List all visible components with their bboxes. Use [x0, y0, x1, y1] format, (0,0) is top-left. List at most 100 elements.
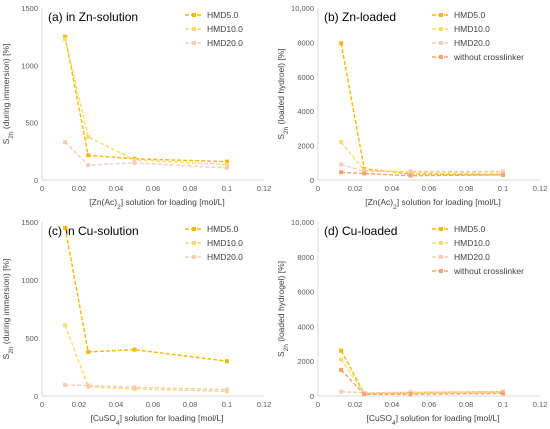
legend-label: HMD5.0: [454, 224, 485, 234]
y-axis-label: S2h (loaded hydroel) [%]: [276, 48, 290, 139]
y-tick-label: 1000: [21, 61, 38, 70]
x-axis-label: [Zn(Ac)2] solution for loading [mol/L]: [89, 197, 224, 211]
data-point: [339, 367, 344, 372]
series-line: [64, 36, 228, 163]
panel-title: (a) in Zn-solution: [48, 10, 138, 24]
chart-panel-2: 0 0.02 0.04 0.06 0.08 0.1 0.12 0 2000 4000 6000 800…: [276, 4, 547, 211]
x-tick-label: 0.06: [422, 400, 437, 409]
x-tick-label: 0.08: [459, 400, 474, 409]
x-tick-label: 0.12: [257, 400, 272, 409]
legend-label: HMD20.0: [454, 38, 490, 48]
y-tick-label: 2000: [297, 142, 314, 151]
legend-label: HMD10.0: [454, 238, 490, 248]
data-point: [225, 162, 229, 167]
x-tick-label: 0.08: [459, 184, 474, 193]
series-hmd5-0: [339, 348, 505, 396]
x-axis-label: [Zn(Ac)2] solution for loading [mol/L]: [365, 197, 500, 211]
x-tick-label: 0.02: [72, 400, 87, 409]
data-point: [339, 170, 344, 175]
legend-label: HMD5.0: [207, 10, 238, 20]
legend: HMD5.0 HMD10.0 HMD20.0 without crosslinker: [432, 10, 524, 62]
data-point: [225, 359, 229, 364]
legend-marker: [439, 41, 443, 45]
x-axis-label: [CuSO4] solution for loading [mol/L]: [366, 413, 499, 427]
data-point: [86, 383, 91, 388]
legend-label: HMD5.0: [207, 224, 238, 234]
x-tick-label: 0.12: [533, 184, 548, 193]
legend-label: HMD10.0: [207, 238, 243, 248]
y-tick-label: 8000: [297, 38, 314, 47]
y-tick-label: 1000: [21, 276, 38, 285]
x-tick-label: 0.06: [422, 184, 437, 193]
legend: HMD5.0 HMD10.0 HMD20.0 without crosslinker: [432, 224, 524, 276]
y-tick-label: 4000: [297, 322, 314, 331]
series-without-crosslinker: [339, 367, 505, 397]
x-tick-label: 0: [316, 400, 320, 409]
data-point: [225, 165, 229, 170]
x-tick-label: 0.08: [183, 184, 198, 193]
y-axis-label: S2h (loaded hydrogel) [%]: [276, 261, 290, 357]
data-point: [339, 140, 344, 145]
legend-label: without crosslinker: [453, 266, 524, 276]
data-point: [132, 347, 137, 352]
y-tick-label: 8000: [297, 253, 314, 262]
data-point: [408, 392, 413, 397]
x-tick-label: 0.12: [257, 184, 272, 193]
x-tick-label: 0.04: [385, 400, 400, 409]
series-hmd5-0: [63, 225, 229, 364]
legend-label: HMD5.0: [454, 10, 485, 20]
x-tick-label: 0.04: [109, 184, 124, 193]
y-tick-label: 2000: [297, 357, 314, 366]
chart-panel-1: 0 0.02 0.04 0.06 0.08 0.1 0.12 0 500 1000 1500 (a) …: [1, 4, 271, 211]
data-point: [501, 169, 505, 174]
data-point: [132, 157, 137, 162]
data-point: [225, 387, 229, 392]
legend-marker: [192, 227, 196, 231]
data-point: [86, 163, 91, 168]
data-point: [339, 162, 344, 167]
legend-marker: [439, 55, 443, 59]
x-tick-label: 0.1: [222, 400, 232, 409]
x-tick-label: 0.04: [385, 184, 400, 193]
series-line: [64, 227, 228, 362]
data-point: [86, 349, 91, 354]
series-line: [340, 359, 504, 395]
data-point: [63, 323, 68, 328]
legend-marker: [439, 13, 443, 17]
legend-marker: [439, 227, 443, 231]
legend-marker: [192, 27, 196, 31]
series-line: [341, 390, 504, 394]
x-tick-label: 0.1: [498, 400, 508, 409]
chart-panel-3: 0 0.02 0.04 0.06 0.08 0.1 0.12 0 500 1000 1500 (c) …: [1, 218, 271, 427]
legend-label: HMD10.0: [454, 24, 490, 34]
legend-marker: [439, 241, 443, 245]
y-tick-label: 10,000: [291, 218, 314, 227]
series-hmd20-0: [63, 382, 229, 392]
y-tick-label: 500: [25, 334, 38, 343]
legend-marker: [192, 41, 196, 45]
series-line: [341, 171, 504, 177]
x-tick-label: 0.02: [348, 184, 363, 193]
y-tick-label: 1500: [21, 218, 38, 227]
y-tick-label: 0: [34, 392, 38, 401]
data-point: [408, 390, 413, 395]
series-hmd10-0: [63, 36, 229, 167]
y-tick-label: 6000: [297, 73, 314, 82]
series-hmd10-0: [339, 357, 505, 396]
data-point: [339, 348, 344, 353]
series-line: [340, 141, 504, 174]
data-point: [339, 389, 344, 394]
data-point: [501, 391, 505, 396]
legend-label: HMD20.0: [207, 38, 243, 48]
legend-marker: [192, 255, 196, 259]
y-tick-label: 6000: [297, 288, 314, 297]
legend-marker: [439, 269, 443, 273]
legend-label: HMD20.0: [454, 252, 490, 262]
series-line: [340, 350, 504, 395]
series-line: [340, 43, 504, 176]
x-tick-label: 0.1: [222, 184, 232, 193]
legend-marker: [439, 27, 443, 31]
data-point: [63, 382, 68, 387]
panel-title: (d) Cu-loaded: [324, 224, 397, 238]
legend-label: HMD10.0: [207, 24, 243, 34]
